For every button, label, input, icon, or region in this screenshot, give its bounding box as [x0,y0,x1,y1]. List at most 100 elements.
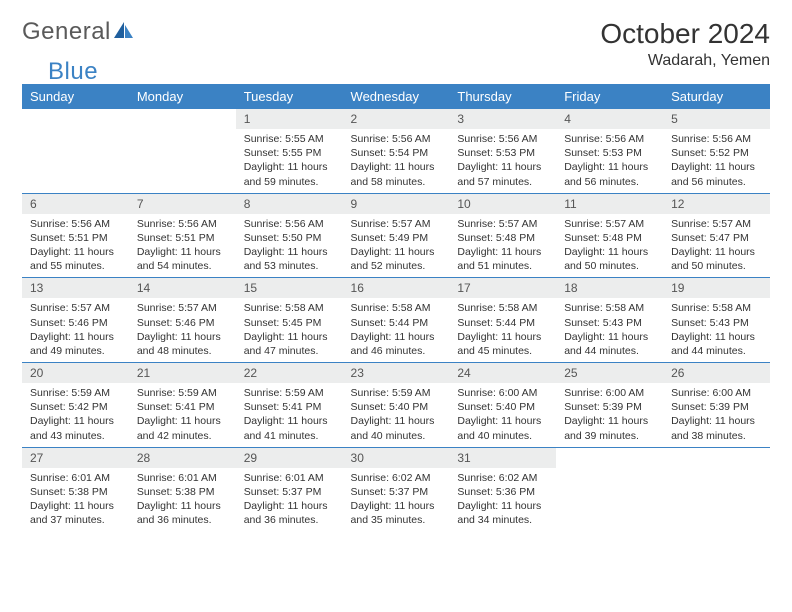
calendar-day-cell: 28Sunrise: 6:01 AMSunset: 5:38 PMDayligh… [129,447,236,531]
sunrise-text: Sunrise: 5:56 AM [137,217,228,231]
sunrise-text: Sunrise: 5:57 AM [671,217,762,231]
sunrise-text: Sunrise: 5:57 AM [351,217,442,231]
day-info: Sunrise: 5:57 AMSunset: 5:49 PMDaylight:… [343,214,450,278]
day-info: Sunrise: 6:00 AMSunset: 5:39 PMDaylight:… [663,383,770,447]
daylight-text: Daylight: 11 hours and 44 minutes. [671,330,762,358]
day-info: Sunrise: 6:02 AMSunset: 5:36 PMDaylight:… [449,468,556,532]
sunrise-text: Sunrise: 6:00 AM [671,386,762,400]
day-number: 30 [343,448,450,468]
calendar-day-cell: 4Sunrise: 5:56 AMSunset: 5:53 PMDaylight… [556,109,663,193]
calendar-day-cell: .. [22,109,129,193]
sunset-text: Sunset: 5:52 PM [671,146,762,160]
sunset-text: Sunset: 5:51 PM [137,231,228,245]
daylight-text: Daylight: 11 hours and 51 minutes. [457,245,548,273]
calendar-body: ....1Sunrise: 5:55 AMSunset: 5:55 PMDayl… [22,109,770,531]
sunrise-text: Sunrise: 5:56 AM [244,217,335,231]
day-number: 29 [236,448,343,468]
day-info: Sunrise: 6:00 AMSunset: 5:39 PMDaylight:… [556,383,663,447]
day-info: Sunrise: 5:56 AMSunset: 5:50 PMDaylight:… [236,214,343,278]
day-number: 31 [449,448,556,468]
calendar-day-cell: 17Sunrise: 5:58 AMSunset: 5:44 PMDayligh… [449,278,556,363]
weekday-header: Monday [129,84,236,109]
day-info: Sunrise: 5:56 AMSunset: 5:53 PMDaylight:… [449,129,556,193]
sunrise-text: Sunrise: 6:00 AM [457,386,548,400]
sunrise-text: Sunrise: 6:00 AM [564,386,655,400]
sunrise-text: Sunrise: 5:56 AM [564,132,655,146]
sunset-text: Sunset: 5:55 PM [244,146,335,160]
calendar-day-cell: 29Sunrise: 6:01 AMSunset: 5:37 PMDayligh… [236,447,343,531]
calendar-day-cell: 1Sunrise: 5:55 AMSunset: 5:55 PMDaylight… [236,109,343,193]
sunset-text: Sunset: 5:39 PM [564,400,655,414]
calendar-day-cell: 13Sunrise: 5:57 AMSunset: 5:46 PMDayligh… [22,278,129,363]
sunset-text: Sunset: 5:38 PM [137,485,228,499]
day-number: 12 [663,194,770,214]
location: Wadarah, Yemen [600,52,770,70]
weekday-header: Wednesday [343,84,450,109]
sunset-text: Sunset: 5:43 PM [564,316,655,330]
calendar-day-cell: 27Sunrise: 6:01 AMSunset: 5:38 PMDayligh… [22,447,129,531]
daylight-text: Daylight: 11 hours and 40 minutes. [457,414,548,442]
daylight-text: Daylight: 11 hours and 58 minutes. [351,160,442,188]
sunset-text: Sunset: 5:53 PM [457,146,548,160]
day-number: 8 [236,194,343,214]
day-info: Sunrise: 5:57 AMSunset: 5:48 PMDaylight:… [556,214,663,278]
calendar-day-cell: 5Sunrise: 5:56 AMSunset: 5:52 PMDaylight… [663,109,770,193]
day-number: 9 [343,194,450,214]
daylight-text: Daylight: 11 hours and 53 minutes. [244,245,335,273]
calendar-week-row: 27Sunrise: 6:01 AMSunset: 5:38 PMDayligh… [22,447,770,531]
day-number: 7 [129,194,236,214]
daylight-text: Daylight: 11 hours and 59 minutes. [244,160,335,188]
sunrise-text: Sunrise: 5:58 AM [244,301,335,315]
calendar-table: SundayMondayTuesdayWednesdayThursdayFrid… [22,84,770,531]
calendar-day-cell: 23Sunrise: 5:59 AMSunset: 5:40 PMDayligh… [343,363,450,448]
day-info: Sunrise: 5:57 AMSunset: 5:47 PMDaylight:… [663,214,770,278]
day-number: 2 [343,109,450,129]
day-number: 20 [22,363,129,383]
daylight-text: Daylight: 11 hours and 44 minutes. [564,330,655,358]
sunrise-text: Sunrise: 6:01 AM [137,471,228,485]
month-title: October 2024 [600,18,770,50]
calendar-day-cell: 24Sunrise: 6:00 AMSunset: 5:40 PMDayligh… [449,363,556,448]
calendar-day-cell: .. [556,447,663,531]
day-info: Sunrise: 5:58 AMSunset: 5:43 PMDaylight:… [556,298,663,362]
calendar-day-cell: 30Sunrise: 6:02 AMSunset: 5:37 PMDayligh… [343,447,450,531]
daylight-text: Daylight: 11 hours and 45 minutes. [457,330,548,358]
day-info: Sunrise: 5:56 AMSunset: 5:52 PMDaylight:… [663,129,770,193]
day-number: 1 [236,109,343,129]
day-info: Sunrise: 5:58 AMSunset: 5:43 PMDaylight:… [663,298,770,362]
day-number: 3 [449,109,556,129]
day-info: Sunrise: 6:01 AMSunset: 5:38 PMDaylight:… [22,468,129,532]
calendar-week-row: 6Sunrise: 5:56 AMSunset: 5:51 PMDaylight… [22,193,770,278]
sunrise-text: Sunrise: 5:56 AM [671,132,762,146]
sunset-text: Sunset: 5:51 PM [30,231,121,245]
sunrise-text: Sunrise: 5:57 AM [564,217,655,231]
day-number: 18 [556,278,663,298]
day-info: Sunrise: 5:59 AMSunset: 5:41 PMDaylight:… [236,383,343,447]
sunrise-text: Sunrise: 5:59 AM [30,386,121,400]
day-info: Sunrise: 5:56 AMSunset: 5:51 PMDaylight:… [129,214,236,278]
day-number: 21 [129,363,236,383]
daylight-text: Daylight: 11 hours and 42 minutes. [137,414,228,442]
daylight-text: Daylight: 11 hours and 39 minutes. [564,414,655,442]
day-info: Sunrise: 5:57 AMSunset: 5:48 PMDaylight:… [449,214,556,278]
sunset-text: Sunset: 5:39 PM [671,400,762,414]
sunset-text: Sunset: 5:37 PM [244,485,335,499]
day-info: Sunrise: 5:59 AMSunset: 5:40 PMDaylight:… [343,383,450,447]
calendar-day-cell: .. [129,109,236,193]
day-info: Sunrise: 5:57 AMSunset: 5:46 PMDaylight:… [22,298,129,362]
calendar-day-cell: 10Sunrise: 5:57 AMSunset: 5:48 PMDayligh… [449,193,556,278]
day-info: Sunrise: 5:58 AMSunset: 5:44 PMDaylight:… [449,298,556,362]
sunset-text: Sunset: 5:54 PM [351,146,442,160]
day-number: 16 [343,278,450,298]
calendar-day-cell: 14Sunrise: 5:57 AMSunset: 5:46 PMDayligh… [129,278,236,363]
sunset-text: Sunset: 5:46 PM [137,316,228,330]
day-number: 6 [22,194,129,214]
day-info: Sunrise: 5:57 AMSunset: 5:46 PMDaylight:… [129,298,236,362]
day-info: Sunrise: 5:58 AMSunset: 5:44 PMDaylight:… [343,298,450,362]
day-info: Sunrise: 6:01 AMSunset: 5:37 PMDaylight:… [236,468,343,532]
calendar-day-cell: 19Sunrise: 5:58 AMSunset: 5:43 PMDayligh… [663,278,770,363]
sunrise-text: Sunrise: 5:57 AM [457,217,548,231]
calendar-day-cell: 6Sunrise: 5:56 AMSunset: 5:51 PMDaylight… [22,193,129,278]
title-block: October 2024 Wadarah, Yemen [600,18,770,70]
calendar-week-row: ....1Sunrise: 5:55 AMSunset: 5:55 PMDayl… [22,109,770,193]
